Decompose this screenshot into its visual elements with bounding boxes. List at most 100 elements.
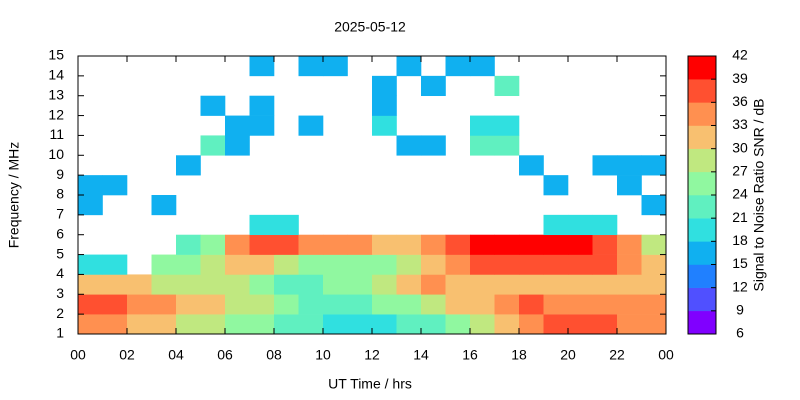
heatmap-cell <box>396 314 422 335</box>
heatmap-cell <box>543 254 569 275</box>
heatmap-cell <box>323 254 348 275</box>
y-tick-label: 5 <box>56 245 64 261</box>
heatmap-cell <box>200 95 226 116</box>
heatmap-cell <box>151 195 177 216</box>
heatmap-cell <box>641 234 667 255</box>
heatmap-cell <box>347 274 373 295</box>
heatmap-cell <box>372 75 397 97</box>
heatmap-cell <box>396 274 422 295</box>
heatmap-cell <box>519 234 544 255</box>
heatmap-cell <box>617 314 642 335</box>
heatmap-cell <box>641 195 667 216</box>
heatmap-cell <box>78 175 103 196</box>
heatmap-cell <box>641 294 667 315</box>
heatmap-cell <box>543 314 569 335</box>
heatmap-cell <box>641 274 667 295</box>
heatmap-cell <box>543 234 569 255</box>
colorbar-label: Signal to Noise Ratio SNR / dB <box>751 99 767 292</box>
heatmap-cell <box>445 274 471 295</box>
heatmap-cell <box>372 294 397 315</box>
heatmap-cell <box>470 56 495 77</box>
y-tick-label: 11 <box>49 126 64 142</box>
heatmap-cell <box>298 234 324 255</box>
heatmap-cell <box>176 294 201 315</box>
colorbar-swatch <box>688 287 716 312</box>
heatmap-cell <box>78 294 103 315</box>
heatmap-cell <box>641 254 667 275</box>
heatmap-cell <box>347 254 373 275</box>
heatmap-cell <box>372 95 397 116</box>
x-tick-label: 22 <box>609 347 625 363</box>
heatmap-cell <box>200 135 226 156</box>
heatmap-cell <box>225 135 250 156</box>
heatmap-cell <box>347 314 373 335</box>
heatmap-cell <box>494 115 520 136</box>
heatmap-cell <box>176 254 201 275</box>
heatmap-cell <box>151 294 177 315</box>
heatmap-cell <box>617 234 642 255</box>
heatmap-cell <box>519 274 544 295</box>
heatmap-cell <box>176 234 201 255</box>
heatmap-cell <box>102 254 128 275</box>
heatmap-cell <box>298 274 324 295</box>
colorbar-tick-label: 39 <box>732 70 748 86</box>
heatmap-cell <box>494 294 520 315</box>
heatmap-cell <box>274 294 299 315</box>
colorbar-swatch <box>688 148 716 173</box>
heatmap-cell <box>543 175 569 196</box>
colorbar-tick-label: 42 <box>732 47 748 63</box>
heatmap-cell <box>225 314 250 335</box>
heatmap-cell <box>274 254 299 275</box>
heatmap-cell <box>421 234 446 255</box>
heatmap-cell <box>225 254 250 275</box>
heatmap-cell <box>568 214 593 236</box>
heatmap-cell <box>592 155 618 176</box>
heatmap-cell <box>127 274 152 295</box>
heatmap-cell <box>543 274 569 295</box>
heatmap-cell <box>494 314 520 335</box>
colorbar-tick-label: 9 <box>736 302 744 318</box>
colorbar-swatch <box>688 171 716 196</box>
heatmap-cell <box>592 294 618 315</box>
heatmap-cell <box>102 175 128 196</box>
heatmap-cell <box>323 274 348 295</box>
colorbar-tick-label: 33 <box>732 116 748 132</box>
x-tick-label: 08 <box>266 347 282 363</box>
heatmap-cell <box>372 314 397 335</box>
y-tick-label: 4 <box>56 265 64 281</box>
heatmap-cell <box>200 234 226 255</box>
heatmap-cell <box>470 135 495 156</box>
heatmap-cell <box>641 314 667 335</box>
colorbar-swatch <box>688 102 716 126</box>
heatmap-cell <box>617 254 642 275</box>
heatmap-cell <box>494 135 520 156</box>
colorbar-swatch <box>688 264 716 288</box>
heatmap-cell <box>519 155 544 176</box>
heatmap-cell <box>274 274 299 295</box>
heatmap-cell <box>372 115 397 136</box>
heatmap-cell <box>421 75 446 97</box>
heatmap-cell <box>494 274 520 295</box>
heatmap-cell <box>78 314 103 335</box>
heatmap-cell <box>568 294 593 315</box>
heatmap-cell <box>249 254 275 275</box>
x-tick-label: 10 <box>315 347 331 363</box>
heatmap-cell <box>200 254 226 275</box>
heatmap-cell <box>421 314 446 335</box>
heatmap-cell <box>396 56 422 77</box>
heatmap-cell <box>421 135 446 156</box>
heatmap-cell <box>151 314 177 335</box>
heatmap-cell <box>323 234 348 255</box>
heatmap-cell <box>519 294 544 315</box>
heatmap-cell <box>372 274 397 295</box>
y-tick-label: 3 <box>56 285 64 301</box>
heatmap-cell <box>298 115 324 136</box>
heatmap-cell <box>78 254 103 275</box>
heatmap-cell <box>519 254 544 275</box>
heatmap-cell <box>176 314 201 335</box>
colorbar-swatch <box>688 125 716 149</box>
heatmap-cell <box>470 115 495 136</box>
y-tick-label: 12 <box>48 106 64 122</box>
heatmap-cell <box>543 214 569 236</box>
